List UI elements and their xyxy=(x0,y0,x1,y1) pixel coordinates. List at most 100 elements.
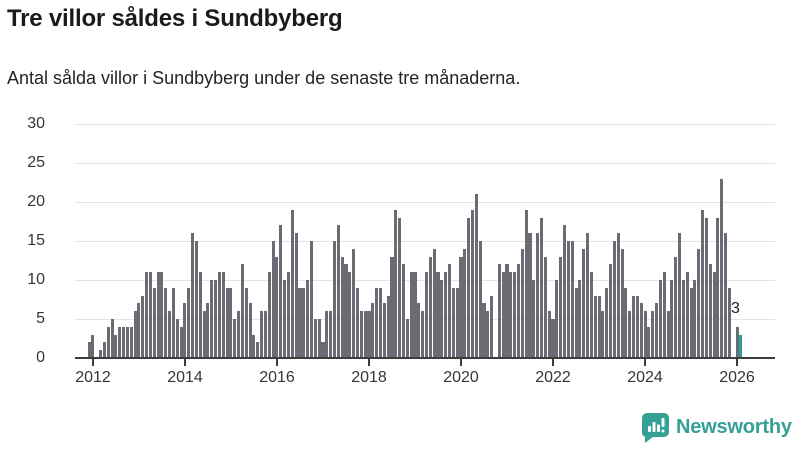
bar xyxy=(256,342,260,358)
y-axis-tick-label: 0 xyxy=(36,349,45,366)
x-axis-tick-label: 2016 xyxy=(259,369,295,386)
x-axis-tick-label: 2024 xyxy=(627,369,663,386)
bar xyxy=(183,303,187,358)
bar xyxy=(283,280,287,358)
bar xyxy=(674,256,678,358)
x-axis-tick-label: 2020 xyxy=(443,369,479,386)
y-axis-tick-label: 5 xyxy=(36,310,45,327)
bar xyxy=(141,295,145,358)
bar xyxy=(574,287,578,358)
bar xyxy=(647,326,651,358)
bar xyxy=(459,256,463,358)
bar xyxy=(294,233,298,358)
newsworthy-wordmark: Newsworthy xyxy=(676,415,792,438)
bar xyxy=(386,295,390,358)
bar xyxy=(102,342,106,358)
bar xyxy=(478,241,482,358)
bar xyxy=(467,217,471,358)
bar xyxy=(336,225,340,358)
bar xyxy=(191,233,195,358)
bar xyxy=(367,311,371,358)
bar xyxy=(482,303,486,358)
bar xyxy=(708,264,712,358)
bar xyxy=(509,272,513,358)
bar xyxy=(263,311,267,358)
bar xyxy=(662,272,666,358)
bar xyxy=(217,272,221,358)
bar xyxy=(378,287,383,358)
x-axis-tick-label: 2022 xyxy=(535,369,571,386)
bar xyxy=(99,350,103,358)
bar xyxy=(670,280,674,358)
y-axis-tick-label: 25 xyxy=(27,154,45,171)
bar xyxy=(655,303,659,358)
bar xyxy=(597,295,601,358)
bar xyxy=(451,287,455,358)
bar xyxy=(720,178,724,358)
bar xyxy=(624,287,628,358)
bar xyxy=(570,241,574,358)
bar xyxy=(712,272,716,358)
bar xyxy=(275,256,279,358)
bar xyxy=(685,272,689,358)
bar xyxy=(666,311,670,358)
bar xyxy=(501,272,505,358)
gridline xyxy=(75,163,775,164)
x-axis-tick xyxy=(276,359,278,366)
bar xyxy=(164,287,168,358)
bar xyxy=(601,311,605,358)
highlighted-bar xyxy=(739,334,743,358)
bar xyxy=(559,256,563,358)
bar xyxy=(348,272,352,358)
bar xyxy=(329,311,333,358)
bar xyxy=(693,280,697,358)
bar xyxy=(114,334,118,358)
bar xyxy=(620,248,624,358)
gridline xyxy=(75,202,775,203)
gridline xyxy=(75,241,775,242)
bar xyxy=(133,311,137,358)
bar xyxy=(129,326,133,358)
bar xyxy=(309,241,313,358)
bar xyxy=(651,311,655,358)
x-axis-tick xyxy=(644,359,646,366)
bar xyxy=(221,272,225,358)
x-axis-tick xyxy=(92,359,94,366)
bar xyxy=(210,280,214,358)
bar xyxy=(106,326,110,358)
x-axis-tick xyxy=(368,359,370,366)
bar xyxy=(612,241,616,358)
bar xyxy=(355,287,360,358)
bar xyxy=(455,287,459,358)
bar xyxy=(302,287,306,358)
bar xyxy=(198,272,202,358)
bar xyxy=(313,319,317,358)
bar xyxy=(237,311,241,358)
x-axis-tick xyxy=(184,359,186,366)
bar xyxy=(551,319,555,358)
y-axis-tick-label: 15 xyxy=(27,232,45,249)
bar xyxy=(298,287,302,358)
bar xyxy=(724,233,728,358)
bar xyxy=(91,334,95,358)
bar xyxy=(505,264,509,358)
bar xyxy=(240,264,244,358)
bar xyxy=(516,264,521,358)
bar xyxy=(359,311,363,358)
bar xyxy=(586,233,590,358)
bar xyxy=(175,319,179,358)
bar xyxy=(225,287,229,358)
bar xyxy=(340,256,344,358)
bar xyxy=(382,303,386,358)
bar xyxy=(639,303,643,358)
bar xyxy=(206,303,210,358)
bar xyxy=(424,272,429,358)
bar xyxy=(490,295,494,358)
newsworthy-logo[interactable]: Newsworthy xyxy=(641,411,792,443)
bar xyxy=(214,280,218,358)
bar xyxy=(168,311,172,358)
bar xyxy=(643,311,647,358)
x-axis-tick-label: 2018 xyxy=(351,369,387,386)
bar xyxy=(566,241,570,358)
bar xyxy=(271,241,275,358)
